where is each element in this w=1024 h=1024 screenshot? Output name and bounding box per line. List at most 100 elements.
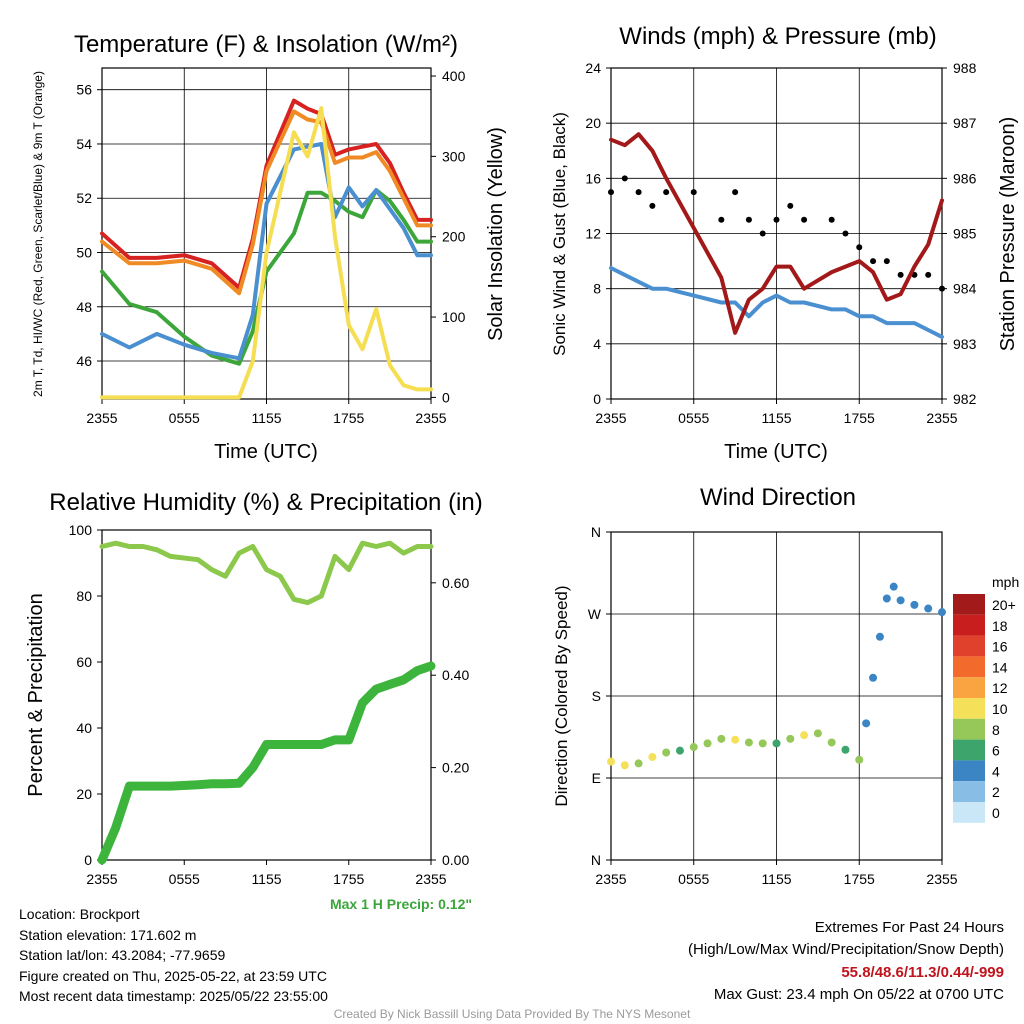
plot-frame	[610, 531, 943, 861]
direction-point	[703, 739, 712, 748]
y-tick-label: 48	[76, 299, 92, 315]
series-precipitation	[97, 661, 436, 865]
legend-label: 6	[992, 743, 1000, 759]
direction-point	[607, 757, 615, 766]
y-axis-label: Percent & Precipitation	[25, 593, 47, 796]
x-tick-label: 1755	[844, 410, 875, 426]
y-tick-label: 46	[76, 353, 92, 369]
gust-point	[745, 216, 752, 223]
y-right-axis-label: Station Pressure (Maroon)	[997, 117, 1019, 352]
y-tick-label: W	[588, 606, 602, 622]
y-right-tick-label: 0	[442, 389, 450, 405]
x-tick-label: 1755	[333, 410, 364, 426]
x-axis-label: Time (UTC)	[724, 441, 828, 463]
credit-line: Created By Nick Bassill Using Data Provi…	[333, 1007, 691, 1021]
y-right-tick-label: 983	[953, 336, 977, 352]
station-elevation: Station elevation: 171.602 m	[19, 926, 197, 943]
y-right-tick-label: 100	[442, 309, 466, 325]
gust-point	[663, 189, 670, 196]
extremes-summary: Extremes For Past 24 Hours (High/Low/Max…	[688, 917, 1004, 1007]
legend-swatch	[953, 635, 985, 657]
series-solar-insolation	[100, 106, 433, 400]
direction-point	[648, 753, 657, 762]
gust-point	[856, 244, 863, 251]
legend-title: mph	[992, 574, 1019, 590]
y-tick-label: 4	[593, 336, 601, 352]
x-tick-label: 1155	[761, 410, 791, 426]
y-right-tick-label: 0.20	[442, 760, 469, 776]
y-right-tick-label: 200	[442, 229, 466, 245]
y-right-tick-label: 0.40	[442, 667, 469, 683]
y-right-tick-label: 0.60	[442, 575, 469, 591]
gust-point	[925, 271, 932, 278]
legend-swatch	[953, 739, 985, 761]
gust-point	[690, 189, 697, 196]
x-tick-label: 2355	[595, 871, 626, 887]
y-tick-label: 0	[84, 852, 92, 868]
station-location: Location: Brockport	[19, 906, 140, 922]
legend-label: 4	[992, 763, 1000, 779]
legend-label: 12	[992, 680, 1008, 696]
y-right-tick-label: 988	[953, 60, 977, 76]
chart-title: Temperature (F) & Insolation (W/m²)	[74, 31, 458, 58]
gust-point	[870, 258, 877, 265]
y-tick-label: 56	[76, 82, 92, 98]
direction-point	[910, 600, 919, 609]
y-tick-label: 24	[585, 60, 601, 76]
legend-swatch	[953, 718, 985, 740]
direction-point	[689, 743, 698, 752]
legend-label: 10	[992, 701, 1008, 717]
gust-point	[649, 202, 656, 209]
y-tick-label: 50	[76, 244, 92, 260]
y-axis-label: Sonic Wind & Gust (Blue, Black)	[550, 112, 569, 356]
x-tick-label: 2355	[415, 871, 446, 887]
direction-point	[813, 729, 822, 738]
station-info: Location: Brockport Station elevation: 1…	[19, 904, 328, 1007]
x-tick-label: 0555	[169, 410, 200, 426]
x-tick-label: 2355	[926, 410, 957, 426]
direction-point	[889, 582, 898, 591]
y-tick-label: 54	[76, 136, 92, 152]
gust-point	[718, 216, 725, 223]
y-right-tick-label: 985	[953, 226, 977, 242]
y-right-tick-label: 984	[953, 281, 977, 297]
legend-swatch	[953, 677, 985, 698]
legend-swatch	[953, 614, 985, 636]
chart-rh: 0 20 40 60 80 100 0.00 0.20 0.40 0.60 2355 0555 1155…	[25, 489, 483, 887]
max-precip-annotation: Max 1 H Precip: 0.12"	[329, 896, 472, 912]
direction-point	[758, 739, 767, 748]
x-tick-label: 0555	[169, 871, 200, 887]
legend-swatch	[953, 594, 985, 615]
y-tick-label: N	[591, 524, 601, 540]
legend-label: 14	[992, 659, 1008, 675]
direction-point	[800, 731, 809, 740]
direction-point	[896, 596, 905, 605]
legend-swatch	[953, 781, 985, 802]
x-tick-label: 2355	[86, 871, 117, 887]
x-tick-label: 2355	[415, 410, 446, 426]
y-tick-label: 80	[76, 588, 92, 604]
y-tick-label: 16	[585, 170, 601, 186]
x-tick-label: 0555	[678, 410, 709, 426]
direction-point	[875, 632, 884, 641]
recent-timestamp: Most recent data timestamp: 2025/05/22 2…	[19, 988, 328, 1005]
x-tick-label: 1155	[761, 871, 791, 887]
y-right-axis-label: Solar Insolation (Yellow)	[485, 127, 507, 341]
y-right-tick-label: 986	[953, 170, 977, 186]
legend-label: 16	[992, 639, 1008, 655]
y-tick-label: 0	[593, 391, 601, 407]
y-tick-label: N	[591, 852, 601, 868]
gust-point	[883, 258, 890, 265]
gust-point	[621, 175, 628, 182]
gust-point	[732, 189, 739, 196]
gust-point	[842, 230, 849, 237]
x-tick-label: 0555	[678, 871, 709, 887]
y-tick-label: 12	[585, 226, 601, 242]
y-axis-label: 2m T, Td, HI/WC (Red, Green, Scarlet/Blu…	[31, 71, 45, 397]
chart-wind: 0 4 8 12 16 20 24 982 983 984 985 986 987 988 2355 0555…	[550, 23, 1019, 463]
x-axis-label: Time (UTC)	[214, 441, 318, 463]
plot-frame	[610, 67, 943, 400]
figure-created: Figure created on Thu, 2025-05-22, at 23…	[19, 967, 327, 984]
series-rh	[99, 540, 434, 606]
